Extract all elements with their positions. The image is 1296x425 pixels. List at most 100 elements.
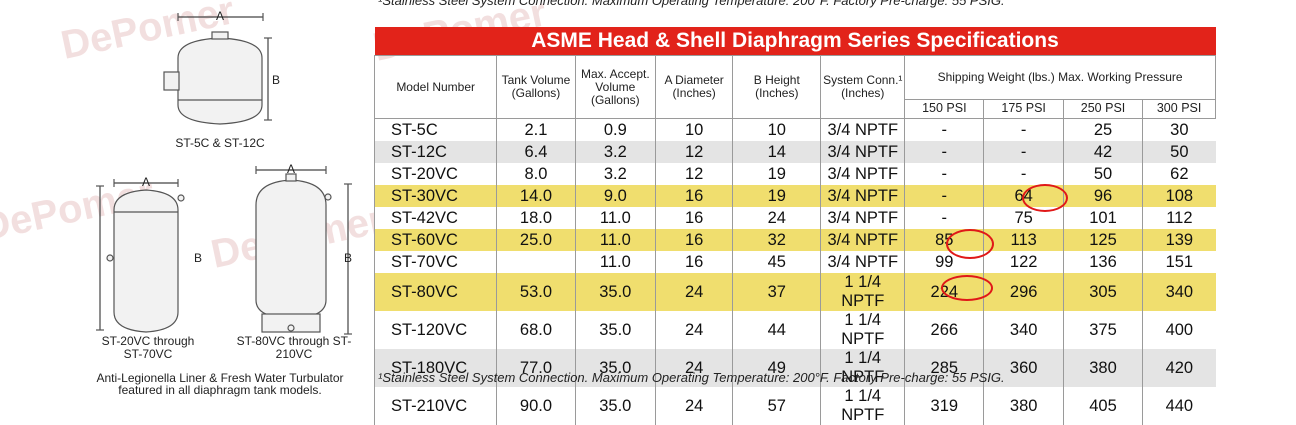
- cell-250psi: 101: [1063, 207, 1142, 229]
- spec-table: ASME Head & Shell Diaphragm Series Speci…: [374, 27, 1216, 425]
- col-header-175psi: 175 PSI: [984, 99, 1063, 118]
- cell-max-accept: 35.0: [575, 311, 655, 349]
- cell-max-accept: 11.0: [575, 229, 655, 251]
- cell-model: ST-210VC: [375, 387, 497, 425]
- cell-tank-volume: 14.0: [497, 185, 575, 207]
- cell-150psi: 266: [905, 311, 984, 349]
- cell-tank-volume: 6.4: [497, 141, 575, 163]
- cell-max-accept: 11.0: [575, 207, 655, 229]
- col-header-max-accept: Max. Accept. Volume (Gallons): [575, 56, 655, 119]
- cell-system-conn: 3/4 NPTF: [821, 229, 905, 251]
- cell-tank-volume: 53.0: [497, 273, 575, 311]
- cell-system-conn: 3/4 NPTF: [821, 163, 905, 185]
- cell-model: ST-20VC: [375, 163, 497, 185]
- cell-diameter: 10: [656, 119, 733, 142]
- dim-b-label: B: [342, 252, 354, 265]
- cell-175psi: 380: [984, 387, 1063, 425]
- cell-system-conn: 3/4 NPTF: [821, 207, 905, 229]
- col-header-tank-volume: Tank Volume (Gallons): [497, 56, 575, 119]
- cell-150psi: -: [905, 119, 984, 142]
- cell-system-conn: 3/4 NPTF: [821, 141, 905, 163]
- cell-175psi: 340: [984, 311, 1063, 349]
- cell-height: 45: [733, 251, 821, 273]
- cell-175psi: 296: [984, 273, 1063, 311]
- cell-max-accept: 3.2: [575, 163, 655, 185]
- dim-a-label: A: [139, 176, 153, 189]
- cell-height: 19: [733, 163, 821, 185]
- cell-height: 14: [733, 141, 821, 163]
- cell-model: ST-120VC: [375, 311, 497, 349]
- tank-caption: ST-80VC through ST-210VC: [236, 335, 352, 361]
- cell-height: 57: [733, 387, 821, 425]
- cell-175psi: 122: [984, 251, 1063, 273]
- cell-300psi: 62: [1143, 163, 1216, 185]
- tank-caption: ST-20VC through ST-70VC: [92, 335, 204, 361]
- cell-max-accept: 3.2: [575, 141, 655, 163]
- cell-250psi: 125: [1063, 229, 1142, 251]
- cell-175psi: -: [984, 119, 1063, 142]
- cell-250psi: 375: [1063, 311, 1142, 349]
- cell-system-conn: 3/4 NPTF: [821, 119, 905, 142]
- cell-150psi: -: [905, 185, 984, 207]
- cell-system-conn: 1 1/4 NPTF: [821, 311, 905, 349]
- cell-model: ST-12C: [375, 141, 497, 163]
- cell-250psi: 405: [1063, 387, 1142, 425]
- tank-caption: ST-5C & ST-12C: [150, 137, 290, 150]
- cell-tank-volume: 18.0: [497, 207, 575, 229]
- cell-max-accept: 35.0: [575, 387, 655, 425]
- cell-150psi: 99: [905, 251, 984, 273]
- cell-175psi: -: [984, 141, 1063, 163]
- col-header-system-conn: System Conn.¹ (Inches): [821, 56, 905, 119]
- tank-diagrams: A B A B A B ST-5C & ST-12C ST-20VC throu…: [0, 0, 370, 400]
- cell-model: ST-5C: [375, 119, 497, 142]
- cell-tank-volume: 8.0: [497, 163, 575, 185]
- dim-a-label: A: [213, 10, 227, 23]
- cell-150psi: -: [905, 141, 984, 163]
- cell-max-accept: 9.0: [575, 185, 655, 207]
- dim-b-label: B: [270, 74, 282, 87]
- cell-300psi: 30: [1143, 119, 1216, 142]
- col-header-shipping: Shipping Weight (lbs.) Max. Working Pres…: [905, 56, 1216, 100]
- cell-diameter: 16: [656, 185, 733, 207]
- cell-150psi: 319: [905, 387, 984, 425]
- cell-height: 44: [733, 311, 821, 349]
- cell-height: 19: [733, 185, 821, 207]
- cell-150psi: 85: [905, 229, 984, 251]
- cell-250psi: 380: [1063, 349, 1142, 387]
- cell-diameter: 16: [656, 229, 733, 251]
- cell-300psi: 108: [1143, 185, 1216, 207]
- col-header-height: B Height (Inches): [733, 56, 821, 119]
- cell-diameter: 24: [656, 387, 733, 425]
- cell-system-conn: 3/4 NPTF: [821, 251, 905, 273]
- table-title: ASME Head & Shell Diaphragm Series Speci…: [375, 27, 1216, 56]
- cell-height: 24: [733, 207, 821, 229]
- cell-tank-volume: [497, 251, 575, 273]
- cell-max-accept: 11.0: [575, 251, 655, 273]
- cell-300psi: 139: [1143, 229, 1216, 251]
- col-header-model: Model Number: [375, 56, 497, 119]
- dim-a-label: A: [284, 163, 298, 176]
- cell-max-accept: 35.0: [575, 273, 655, 311]
- footnote: ¹Stainless Steel System Connection. Maxi…: [378, 370, 1005, 385]
- cell-tank-volume: 68.0: [497, 311, 575, 349]
- cell-300psi: 400: [1143, 311, 1216, 349]
- cell-system-conn: 1 1/4 NPTF: [821, 387, 905, 425]
- cell-300psi: 340: [1143, 273, 1216, 311]
- cell-model: ST-30VC: [375, 185, 497, 207]
- cell-system-conn: 1 1/4 NPTF: [821, 273, 905, 311]
- cell-250psi: 136: [1063, 251, 1142, 273]
- cell-150psi: -: [905, 163, 984, 185]
- cell-150psi: 224: [905, 273, 984, 311]
- cell-diameter: 12: [656, 163, 733, 185]
- cell-height: 37: [733, 273, 821, 311]
- cell-model: ST-60VC: [375, 229, 497, 251]
- cell-250psi: 25: [1063, 119, 1142, 142]
